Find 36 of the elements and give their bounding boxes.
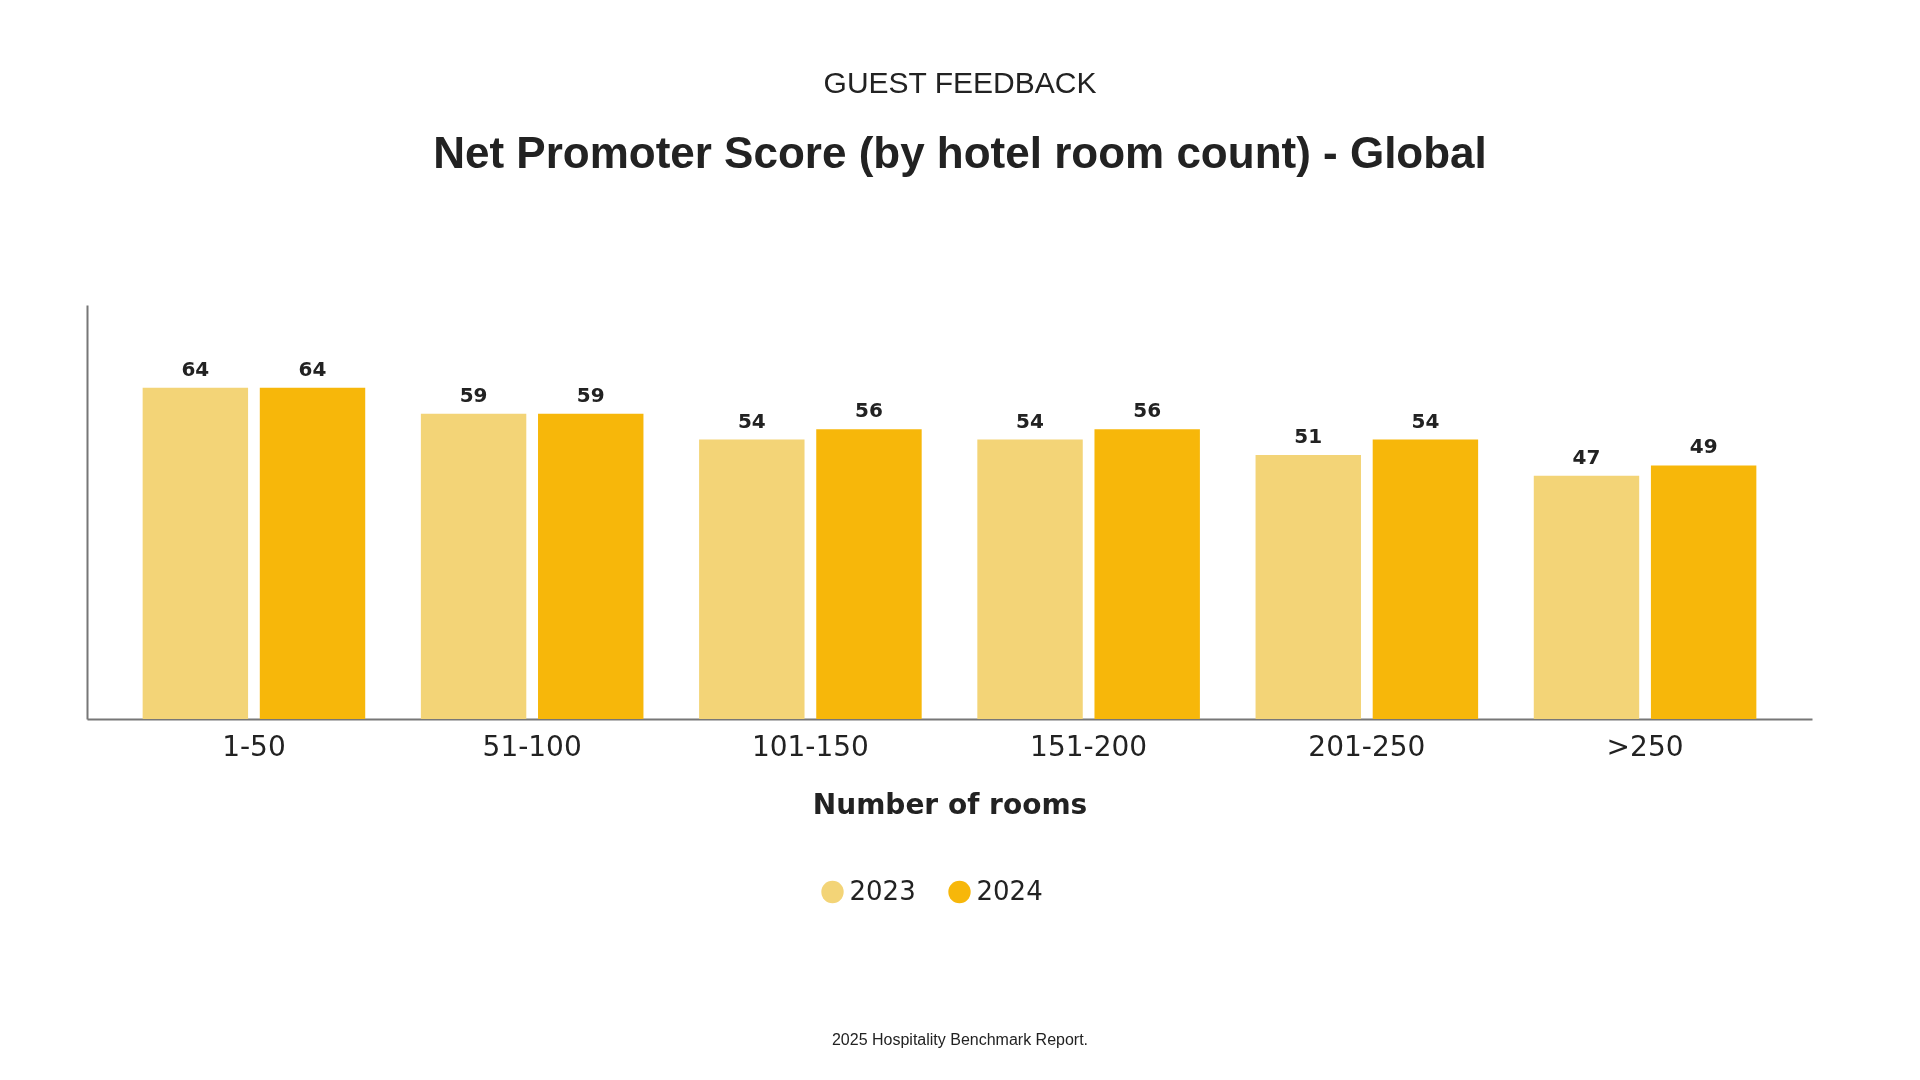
text: 2025 Hospitality Benchmark Report.	[830, 1031, 1090, 1049]
data-label: 56	[1133, 398, 1162, 423]
data-label: 47	[1572, 444, 1601, 469]
data-label: 64	[298, 356, 327, 381]
bar	[977, 439, 1083, 719]
bar	[1533, 475, 1640, 719]
bar	[259, 387, 366, 719]
bar	[1372, 439, 1479, 719]
data-label: 59	[459, 382, 488, 407]
chart-subtitle: GUEST FEEDBACK	[822, 66, 1098, 100]
x-tick-label: 51-100	[482, 729, 582, 763]
chart-title: Net Promoter Score (by hotel room count) - Global	[432, 128, 1488, 178]
x-axis-title: Number of rooms	[812, 787, 1088, 821]
bar	[699, 439, 805, 719]
x-tick-label: 201-250	[1308, 729, 1426, 763]
x-tick-label: 101-150	[751, 729, 869, 763]
x-tick-label: 151-200	[1030, 729, 1148, 763]
x-tick-label: >250	[1606, 729, 1684, 763]
data-label: 54	[1411, 408, 1440, 433]
legend-label: 2023	[849, 876, 916, 906]
data-label: 56	[855, 398, 883, 423]
bar	[538, 413, 644, 719]
data-label: 51	[1294, 424, 1323, 449]
bar	[1094, 429, 1200, 719]
bar	[1650, 465, 1757, 719]
x-tick-label: 1-50	[222, 729, 286, 763]
data-label: 49	[1689, 434, 1718, 459]
legend-label: 2024	[976, 876, 1043, 906]
bar	[142, 387, 249, 719]
data-label: 64	[181, 356, 210, 381]
bar	[420, 413, 527, 719]
data-label: 54	[737, 408, 766, 433]
data-label: 54	[1016, 408, 1044, 433]
bar	[1255, 455, 1361, 719]
data-label: 59	[576, 382, 605, 407]
bar	[816, 429, 922, 719]
